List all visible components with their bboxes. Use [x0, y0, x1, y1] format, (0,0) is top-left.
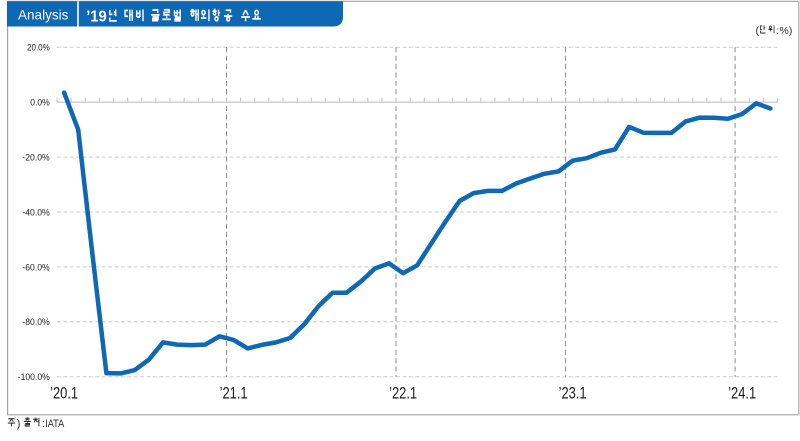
svg-text:’20.1: ’20.1	[50, 384, 78, 403]
svg-text:’21.1: ’21.1	[220, 384, 248, 403]
svg-text:-40.0%: -40.0%	[22, 207, 50, 218]
svg-text:-20.0%: -20.0%	[22, 153, 50, 164]
svg-text:): )	[17, 418, 21, 430]
svg-text::: :	[776, 25, 779, 37]
svg-text:-60.0%: -60.0%	[22, 262, 50, 273]
svg-text::: :	[42, 418, 45, 430]
svg-text:’24.1: ’24.1	[728, 384, 756, 403]
svg-text:’22.1: ’22.1	[389, 384, 417, 403]
svg-text:(: (	[756, 25, 760, 37]
svg-text:’19: ’19	[86, 9, 107, 26]
svg-text:IATA: IATA	[45, 418, 65, 430]
svg-text:Analysis: Analysis	[18, 7, 69, 22]
svg-text:-100.0%: -100.0%	[18, 372, 50, 383]
svg-text:%): %)	[780, 25, 793, 37]
svg-text:’23.1: ’23.1	[559, 384, 587, 403]
svg-text:-80.0%: -80.0%	[22, 317, 50, 328]
svg-text:20.0%: 20.0%	[27, 43, 50, 54]
svg-text:0.0%: 0.0%	[30, 98, 50, 109]
